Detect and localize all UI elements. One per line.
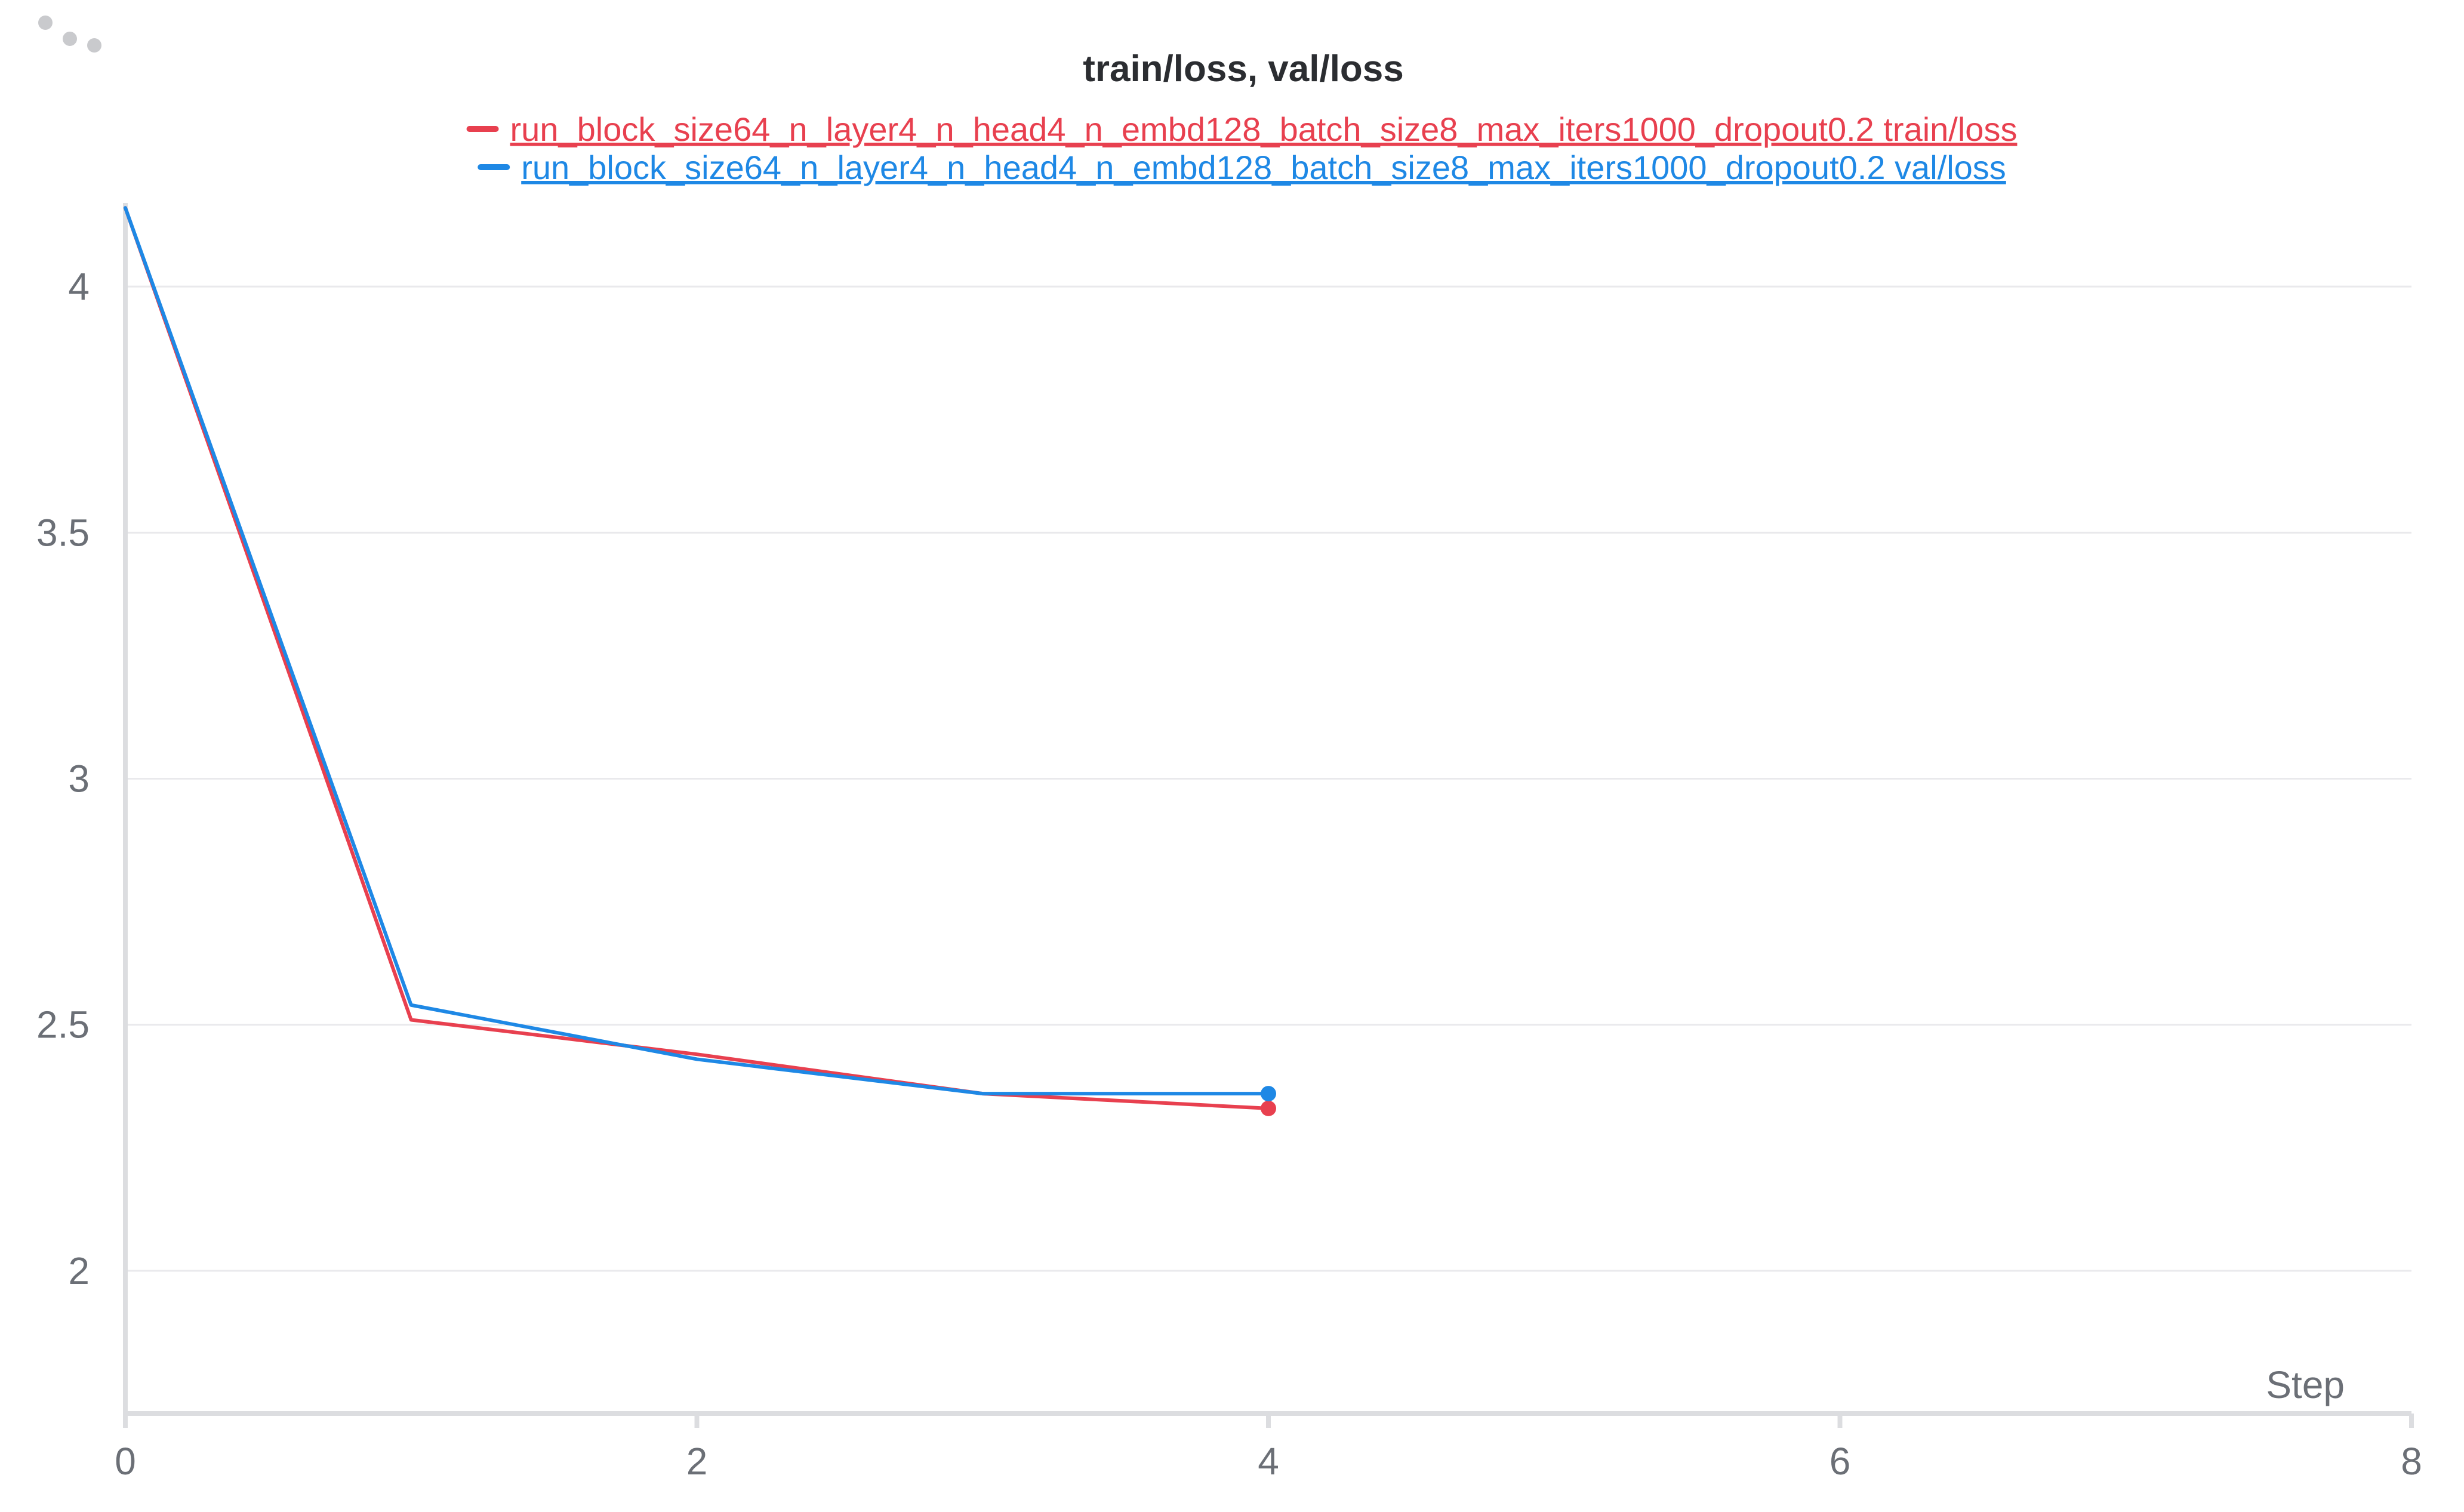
series-endpoint-marker[interactable] <box>1261 1100 1276 1116</box>
x-tick-label: 8 <box>2401 1440 2422 1483</box>
x-tick-label: 0 <box>115 1440 136 1483</box>
legend-item-label: run_block_size64_n_layer4_n_head4_n_embd… <box>521 149 2006 186</box>
x-axis-ticks: 0 2 4 6 8 <box>115 1414 2422 1483</box>
series-line-val-loss[interactable] <box>124 206 1270 1096</box>
axes <box>123 203 2411 1416</box>
gridlines <box>125 285 2411 1272</box>
dot <box>63 32 77 46</box>
x-tick-label: 2 <box>686 1440 708 1483</box>
x-tick-label: 4 <box>1258 1440 1279 1483</box>
y-tick-label: 2.5 <box>36 1003 90 1046</box>
series-line-train-loss[interactable] <box>124 206 1270 1110</box>
drag-handle-dots-icon[interactable] <box>38 16 101 53</box>
series-layer[interactable] <box>124 206 1276 1116</box>
legend-item-label: run_block_size64_n_layer4_n_head4_n_embd… <box>510 110 2018 148</box>
legend[interactable]: run_block_size64_n_layer4_n_head4_n_embd… <box>466 110 2018 186</box>
x-tick-label: 6 <box>1829 1440 1851 1483</box>
chart-title: train/loss, val/loss <box>1083 48 1404 90</box>
y-tick-label: 2 <box>68 1249 90 1292</box>
x-axis-label: Step <box>2266 1363 2345 1406</box>
y-axis-ticks: 2 2.5 3 3.5 4 <box>36 265 90 1292</box>
y-tick-label: 3 <box>68 757 90 800</box>
legend-item[interactable]: run_block_size64_n_layer4_n_head4_n_embd… <box>466 110 2018 148</box>
y-tick-label: 4 <box>68 265 90 308</box>
series-endpoint-marker[interactable] <box>1261 1086 1276 1102</box>
legend-item[interactable]: run_block_size64_n_layer4_n_head4_n_embd… <box>478 149 2006 186</box>
dot <box>87 38 101 53</box>
dot <box>38 16 53 30</box>
y-tick-label: 3.5 <box>36 511 90 554</box>
